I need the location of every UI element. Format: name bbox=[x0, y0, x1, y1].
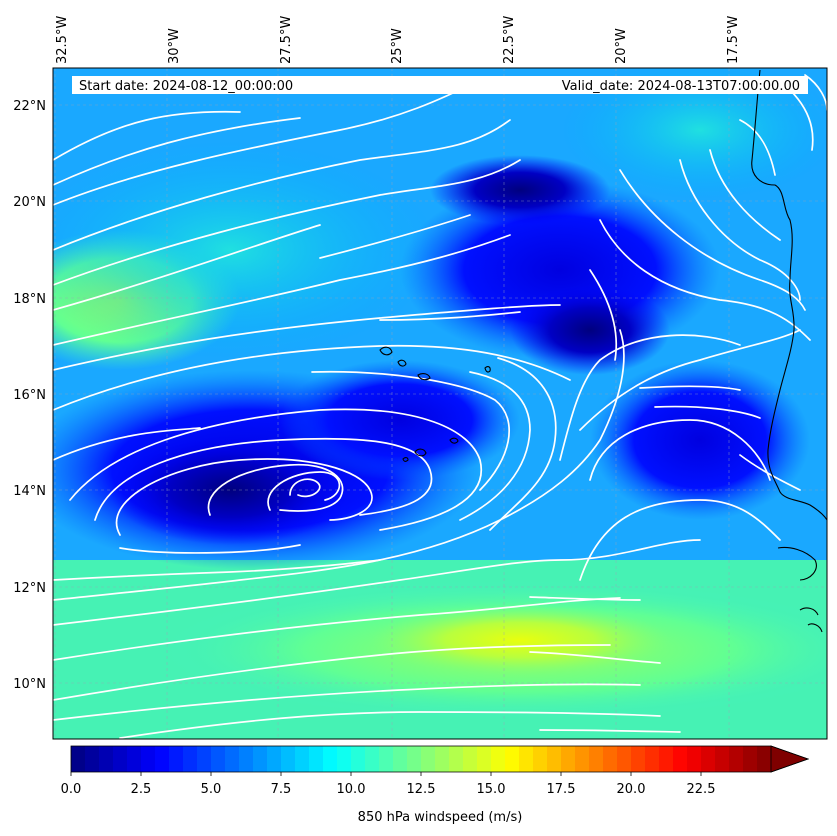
colorbar-swatch bbox=[449, 746, 464, 772]
colorbar-swatch bbox=[463, 746, 478, 772]
coastline bbox=[379, 69, 827, 633]
colorbar-swatch bbox=[71, 746, 86, 772]
lat-label: 16°N bbox=[13, 388, 46, 403]
start-date-label: Start date: 2024-08-12_00:00:00 bbox=[79, 79, 293, 94]
colorbar-swatch bbox=[631, 746, 646, 772]
colorbar-swatch bbox=[729, 746, 744, 772]
valid-date-label: Valid_date: 2024-08-13T07:00:00.00 bbox=[562, 79, 800, 94]
colorbar-title: 850 hPa windspeed (m/s) bbox=[358, 810, 523, 825]
map-frame bbox=[52, 67, 828, 740]
colorbar-swatch bbox=[99, 746, 114, 772]
lon-label: 20°W bbox=[614, 28, 629, 64]
colorbar-swatch bbox=[323, 746, 338, 772]
lat-label: 22°N bbox=[13, 99, 46, 114]
lon-label: 22.5°W bbox=[502, 16, 517, 64]
lon-label: 17.5°W bbox=[726, 16, 741, 64]
colorbar-tick-label: 7.5 bbox=[271, 782, 292, 797]
colorbar-swatch bbox=[393, 746, 408, 772]
colorbar-swatch bbox=[183, 746, 198, 772]
colorbar-tick-label: 0.0 bbox=[61, 782, 82, 797]
lon-label: 32.5°W bbox=[55, 16, 70, 64]
colorbar-swatch bbox=[561, 746, 576, 772]
colorbar-swatch bbox=[211, 746, 226, 772]
colorbar-swatch bbox=[715, 746, 730, 772]
colorbar-swatch bbox=[113, 746, 128, 772]
colorbar-swatch bbox=[491, 746, 506, 772]
colorbar-outline bbox=[70, 745, 810, 773]
colorbar-swatches bbox=[71, 746, 772, 772]
lon-label: 27.5°W bbox=[279, 16, 294, 64]
colorbar-swatch bbox=[365, 746, 380, 772]
colorbar-tick-label: 2.5 bbox=[131, 782, 152, 797]
colorbar-tick-label: 22.5 bbox=[687, 782, 716, 797]
colorbar-swatch bbox=[379, 746, 394, 772]
colorbar-tick-label: 10.0 bbox=[337, 782, 366, 797]
colorbar-swatch bbox=[477, 746, 492, 772]
colorbar-swatch bbox=[421, 746, 436, 772]
colorbar-swatch bbox=[351, 746, 366, 772]
colorbar-swatch bbox=[687, 746, 702, 772]
longitude-labels: 32.5°W 30°W 27.5°W 25°W 22.5°W 20°W 17.5… bbox=[55, 16, 741, 64]
colorbar-swatch bbox=[85, 746, 100, 772]
lat-label: 20°N bbox=[13, 195, 46, 210]
colorbar-tick-label: 15.0 bbox=[477, 782, 506, 797]
latitude-labels: 22°N 20°N 18°N 16°N 14°N 12°N 10°N bbox=[13, 99, 46, 692]
colorbar-swatch bbox=[253, 746, 268, 772]
wind-streamlines bbox=[53, 74, 827, 739]
colorbar-swatch bbox=[589, 746, 604, 772]
colorbar-tick-label: 5.0 bbox=[201, 782, 222, 797]
lat-label: 12°N bbox=[13, 581, 46, 596]
colorbar-swatch bbox=[757, 746, 772, 772]
colorbar-swatch bbox=[673, 746, 688, 772]
colorbar-tick-label: 17.5 bbox=[547, 782, 576, 797]
colorbar-swatch bbox=[225, 746, 240, 772]
windspeed-field bbox=[53, 68, 827, 739]
lat-label: 14°N bbox=[13, 484, 46, 499]
colorbar-swatch bbox=[239, 746, 254, 772]
colorbar-swatch bbox=[155, 746, 170, 772]
colorbar-swatch bbox=[435, 746, 450, 772]
colorbar-tick-label: 12.5 bbox=[407, 782, 436, 797]
colorbar-ticks: 0.0 2.5 5.0 7.5 10.0 12.5 15.0 17.5 20.0 22.5 bbox=[61, 772, 716, 797]
colorbar-swatch bbox=[295, 746, 310, 772]
colorbar-swatch bbox=[169, 746, 184, 772]
colorbar-extend-arrow bbox=[770, 745, 810, 773]
colorbar-swatch bbox=[519, 746, 534, 772]
colorbar-swatch bbox=[659, 746, 674, 772]
colorbar-swatch bbox=[603, 746, 618, 772]
colorbar-swatch bbox=[127, 746, 142, 772]
lon-label: 25°W bbox=[390, 28, 405, 64]
colorbar-swatch bbox=[267, 746, 282, 772]
colorbar-swatch bbox=[575, 746, 590, 772]
colorbar-swatch bbox=[701, 746, 716, 772]
colorbar-swatch bbox=[407, 746, 422, 772]
colorbar-swatch bbox=[617, 746, 632, 772]
lon-label: 30°W bbox=[167, 28, 182, 64]
colorbar-swatch bbox=[505, 746, 520, 772]
lat-label: 18°N bbox=[13, 292, 46, 307]
colorbar-swatch bbox=[645, 746, 660, 772]
lat-label: 10°N bbox=[13, 677, 46, 692]
colorbar-swatch bbox=[141, 746, 156, 772]
colorbar-swatch bbox=[337, 746, 352, 772]
colorbar-tick-label: 20.0 bbox=[617, 782, 646, 797]
colorbar-swatch bbox=[743, 746, 758, 772]
colorbar-swatch bbox=[281, 746, 296, 772]
colorbar: 0.0 2.5 5.0 7.5 10.0 12.5 15.0 17.5 20.0 22.5 850… bbox=[61, 745, 810, 825]
colorbar-swatch bbox=[197, 746, 212, 772]
colorbar-swatch bbox=[547, 746, 562, 772]
colorbar-swatch bbox=[533, 746, 548, 772]
colorbar-swatch bbox=[309, 746, 324, 772]
date-banner bbox=[72, 76, 808, 94]
